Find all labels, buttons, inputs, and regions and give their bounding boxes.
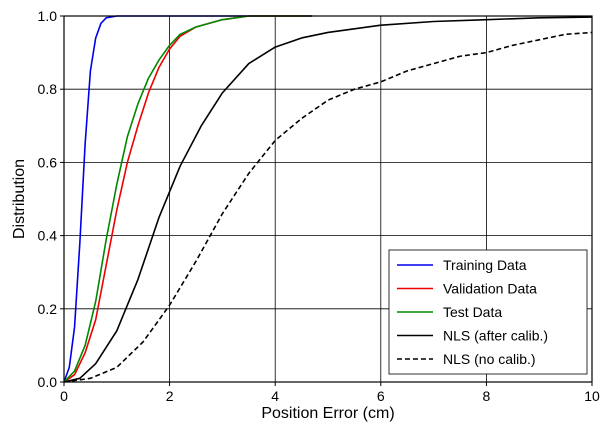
y-tick-label: 0.0 bbox=[38, 374, 58, 390]
plot-frame bbox=[63, 15, 593, 383]
legend-label: Training Data bbox=[443, 257, 527, 273]
series-line bbox=[63, 15, 313, 383]
x-tick-label: 2 bbox=[166, 388, 174, 404]
x-tick-label: 10 bbox=[584, 388, 600, 404]
x-tick-label: 0 bbox=[60, 388, 68, 404]
series-line bbox=[63, 16, 593, 383]
legend: Training Data Validation Data Test Data NLS… bbox=[388, 249, 588, 375]
y-tick-label: 0.4 bbox=[38, 228, 58, 244]
series-lines bbox=[63, 15, 593, 383]
y-tick-label: 0.6 bbox=[38, 154, 58, 170]
x-tick-label: 6 bbox=[377, 388, 385, 404]
legend-label: NLS (no calib.) bbox=[443, 351, 536, 367]
y-tick-label: 0.8 bbox=[38, 81, 58, 97]
legend-label: Validation Data bbox=[443, 281, 537, 297]
legend-label: Test Data bbox=[443, 304, 502, 320]
y-tick-label: 0.2 bbox=[38, 301, 58, 317]
x-tick-label: 4 bbox=[271, 388, 279, 404]
legend-label: NLS (after calib.) bbox=[443, 328, 548, 344]
series-line bbox=[63, 15, 313, 383]
y-axis-title: Distribution bbox=[11, 159, 28, 239]
x-axis-title: Position Error (cm) bbox=[261, 405, 394, 422]
y-tick-label: 1.0 bbox=[38, 8, 58, 24]
axis-ticks: 0 2 4 6 8 10 0.0 0.2 0.4 0.6 0.8 1.0 bbox=[38, 8, 600, 404]
series-line bbox=[63, 31, 593, 383]
x-tick-label: 8 bbox=[483, 388, 491, 404]
